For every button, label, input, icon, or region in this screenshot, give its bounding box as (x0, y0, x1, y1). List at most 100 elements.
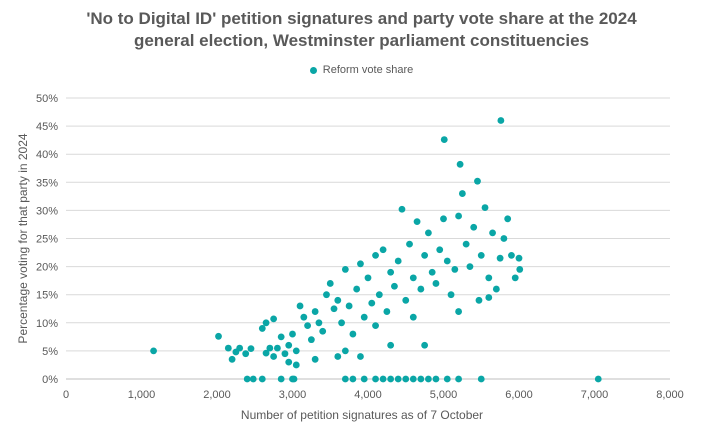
data-point (402, 375, 410, 383)
data-point (262, 349, 270, 357)
data-point (353, 285, 361, 293)
data-point (150, 347, 157, 355)
data-point (394, 257, 402, 265)
data-point (409, 375, 417, 383)
data-point (387, 375, 395, 383)
data-point (409, 313, 417, 321)
data-point (447, 291, 455, 299)
data-point (315, 319, 323, 327)
x-tick-label: 6,000 (505, 389, 533, 401)
data-point (516, 266, 524, 273)
data-point (417, 285, 425, 293)
data-point (398, 205, 406, 213)
data-point (500, 235, 508, 242)
data-point (496, 254, 504, 262)
x-tick-label: 4,000 (354, 389, 382, 401)
data-point (455, 212, 462, 220)
data-point (421, 341, 429, 349)
data-point (285, 358, 293, 366)
data-point (497, 117, 505, 124)
data-point (345, 302, 353, 310)
data-point (224, 344, 232, 352)
data-point (432, 280, 440, 287)
data-point (349, 375, 357, 383)
data-point (413, 218, 421, 226)
y-tick-label: 10% (36, 318, 58, 330)
data-point (311, 308, 319, 315)
data-point (215, 332, 222, 340)
data-point (417, 375, 425, 383)
data-point (300, 313, 308, 321)
data-point (383, 308, 391, 315)
x-tick-label: 2,000 (203, 389, 231, 401)
chart-legend: Reform vote share (0, 64, 723, 76)
data-point (594, 375, 602, 383)
data-point (323, 291, 330, 299)
data-point (334, 296, 342, 304)
data-point (375, 291, 383, 299)
data-point (515, 254, 523, 262)
y-tick-label: 20% (36, 262, 58, 274)
data-point (372, 322, 379, 330)
data-point (474, 177, 481, 185)
data-point (504, 215, 512, 223)
data-point (266, 344, 274, 352)
data-point (481, 204, 489, 211)
data-point (455, 308, 462, 315)
data-point (432, 375, 440, 383)
y-tick-label: 0% (42, 374, 58, 386)
data-point (379, 246, 387, 254)
data-point (406, 240, 413, 248)
data-point (307, 336, 315, 344)
data-point (372, 375, 379, 383)
data-point (326, 280, 334, 287)
data-point (443, 257, 451, 265)
data-point (357, 353, 364, 360)
data-point (338, 319, 345, 327)
legend-label: Reform vote share (322, 64, 414, 76)
y-axis-title: Percentage voting for that party in 2024 (16, 133, 30, 343)
data-point (492, 285, 500, 293)
data-point (425, 229, 432, 237)
x-tick-label: 0 (63, 389, 69, 401)
data-point (242, 350, 250, 358)
data-point (236, 344, 244, 352)
x-tick-label: 5,000 (430, 389, 458, 401)
data-point (477, 251, 485, 259)
data-point (485, 294, 493, 301)
data-point (341, 266, 349, 273)
x-tick-label: 3,000 (279, 389, 307, 401)
data-point (357, 260, 364, 268)
data-point (458, 190, 466, 197)
data-point (334, 353, 342, 360)
data-point (289, 330, 296, 338)
data-point (228, 355, 236, 363)
y-tick-label: 5% (42, 346, 58, 358)
data-point (421, 251, 429, 259)
data-point (249, 375, 257, 383)
chart-title-line2: general election, Westminster parliament… (133, 31, 590, 50)
data-point (443, 375, 451, 383)
data-point (258, 375, 266, 383)
x-axis-title: Number of petition signatures as of 7 Oc… (241, 408, 483, 422)
data-point (281, 350, 289, 358)
data-point (425, 375, 432, 383)
data-point (258, 325, 266, 332)
data-point (394, 375, 402, 383)
data-point (489, 229, 496, 237)
data-point (243, 375, 251, 383)
data-point (402, 296, 410, 304)
data-point (462, 240, 470, 248)
data-point (372, 251, 379, 259)
data-point (409, 274, 417, 282)
data-point (456, 160, 464, 168)
chart-title-line1: 'No to Digital ID' petition signatures a… (86, 9, 637, 28)
data-point (360, 313, 368, 321)
data-point (428, 268, 436, 276)
legend-marker (309, 66, 317, 74)
data-point (440, 215, 447, 223)
data-point (466, 263, 474, 270)
data-point (341, 347, 349, 355)
data-point (349, 330, 357, 338)
